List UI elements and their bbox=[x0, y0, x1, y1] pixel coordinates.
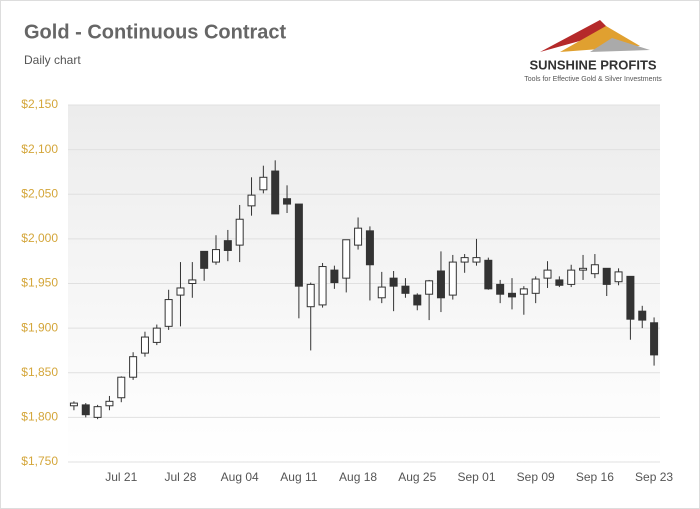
x-tick-label: Jul 21 bbox=[105, 470, 137, 484]
candle-body bbox=[105, 400, 114, 407]
candle-body bbox=[69, 402, 78, 407]
candle-body bbox=[330, 269, 339, 284]
candle-body bbox=[117, 376, 126, 399]
candle-body bbox=[614, 271, 623, 283]
x-tick-label: Sep 16 bbox=[576, 470, 614, 484]
candle-body bbox=[271, 170, 280, 215]
candle-body bbox=[389, 277, 398, 287]
candle-body bbox=[496, 283, 505, 295]
candle-body bbox=[81, 404, 90, 416]
candle-body bbox=[140, 336, 149, 354]
logo-tagline: Tools for Effective Gold & Silver Invest… bbox=[524, 76, 662, 83]
candle-body bbox=[484, 259, 493, 290]
candle-body bbox=[508, 292, 516, 298]
candle-body bbox=[306, 283, 315, 308]
logo-name: SUNSHINE PROFITS bbox=[529, 57, 656, 72]
candle-body bbox=[472, 257, 481, 263]
candle-body bbox=[519, 288, 528, 295]
y-tick-label: $1,850 bbox=[21, 365, 58, 379]
x-tick-label: Aug 04 bbox=[221, 470, 259, 484]
candle-body bbox=[638, 310, 647, 321]
x-tick-label: Aug 11 bbox=[280, 470, 317, 484]
x-tick-label: Jul 28 bbox=[164, 470, 196, 484]
candle-body bbox=[650, 322, 659, 356]
logo-shape bbox=[590, 38, 650, 52]
candle-body bbox=[567, 269, 576, 285]
candle-body bbox=[247, 194, 256, 207]
candle-body bbox=[425, 280, 434, 295]
y-tick-label: $1,800 bbox=[21, 410, 58, 424]
candle-body bbox=[531, 278, 540, 294]
candle-body bbox=[602, 267, 611, 285]
candle-body bbox=[235, 218, 244, 246]
candle-body bbox=[342, 239, 351, 279]
candle-body bbox=[448, 261, 457, 296]
x-tick-label: Sep 23 bbox=[635, 470, 673, 484]
candle-body bbox=[152, 327, 161, 343]
candle-body bbox=[543, 269, 552, 279]
y-tick-label: $2,050 bbox=[21, 186, 58, 200]
candle-body bbox=[318, 266, 327, 306]
y-tick-label: $2,150 bbox=[21, 97, 58, 111]
candle-body bbox=[590, 264, 599, 275]
candle-body bbox=[176, 287, 185, 296]
candle-body bbox=[188, 279, 197, 284]
x-tick-label: Sep 09 bbox=[517, 470, 555, 484]
candle-body bbox=[294, 203, 303, 287]
y-tick-label: $1,900 bbox=[21, 320, 58, 334]
candle-body bbox=[365, 230, 374, 266]
candle-body bbox=[129, 356, 138, 378]
candle-body bbox=[555, 279, 564, 286]
candle-body bbox=[93, 406, 102, 418]
x-tick-label: Aug 25 bbox=[398, 470, 436, 484]
candle-body bbox=[579, 267, 588, 271]
y-tick-label: $1,950 bbox=[21, 276, 58, 290]
x-tick-label: Aug 18 bbox=[339, 470, 377, 484]
candle-body bbox=[283, 198, 292, 205]
candle-body bbox=[626, 275, 635, 320]
chart-subtitle: Daily chart bbox=[24, 53, 81, 67]
y-tick-label: $1,750 bbox=[21, 454, 58, 468]
candle-body bbox=[436, 270, 445, 299]
x-tick-label: Sep 01 bbox=[457, 470, 495, 484]
y-tick-label: $2,000 bbox=[21, 231, 58, 245]
y-tick-label: $2,100 bbox=[21, 142, 58, 156]
chart-title: Gold - Continuous Contract bbox=[24, 21, 287, 43]
candle-body bbox=[259, 176, 268, 191]
candle-body bbox=[377, 286, 386, 299]
candle-body bbox=[401, 285, 410, 294]
candle-body bbox=[413, 294, 422, 306]
candle-body bbox=[200, 250, 209, 269]
candle-body bbox=[164, 299, 173, 327]
logo: SUNSHINE PROFITS Tools for Effective Gol… bbox=[524, 20, 662, 83]
candle-body bbox=[212, 249, 220, 263]
logo-shape bbox=[540, 20, 612, 52]
candle-body bbox=[460, 257, 469, 263]
candle-body bbox=[354, 227, 363, 246]
candle-body bbox=[223, 240, 232, 251]
